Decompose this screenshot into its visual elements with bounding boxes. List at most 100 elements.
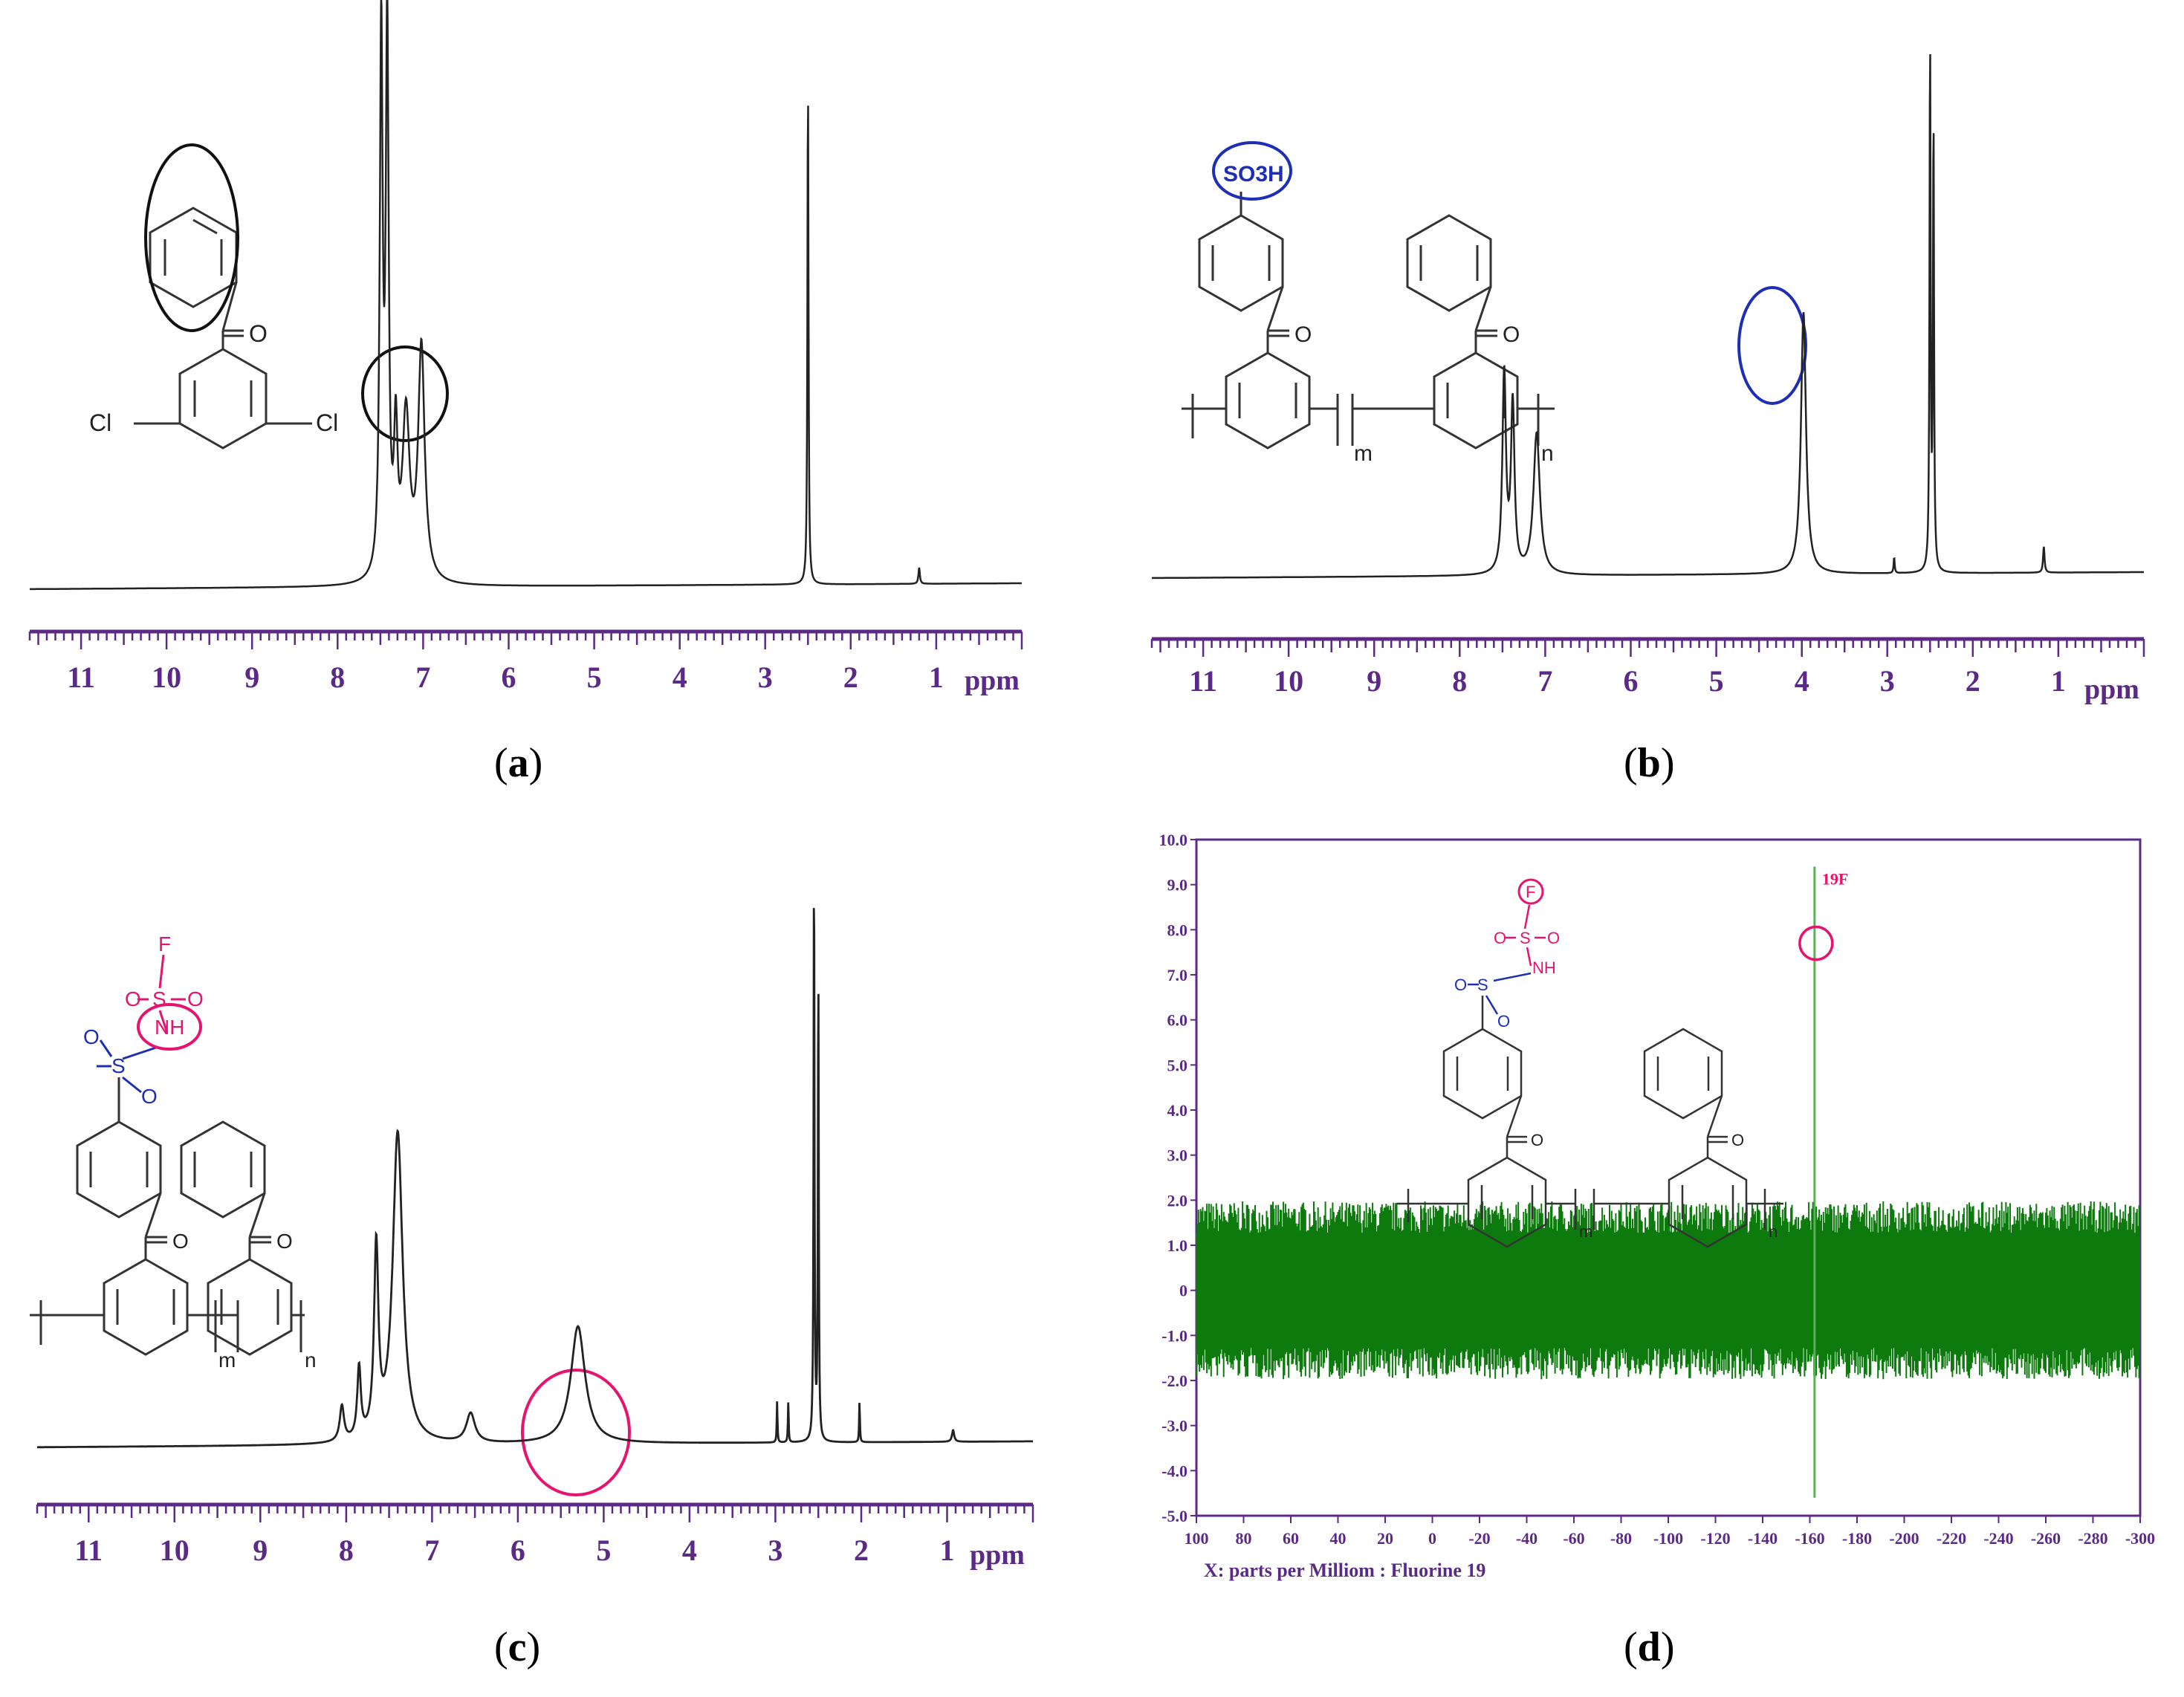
tick-label: 10.0 [1159,831,1188,849]
panel-b: SO3H O O m n 11 10 9 8 7 6 5 4 3 2 1 ppm (b) [1100,0,2184,786]
tick-label: 6 [511,1534,525,1567]
atom-label: O [1494,929,1506,947]
tick-label: -2.0 [1161,1372,1187,1390]
tick-label: 1 [940,1534,955,1567]
atom-label: F [158,932,171,955]
tick-label: 5 [596,1534,611,1567]
molecule-structure-d [1397,878,1783,1248]
atom-label: n [1541,441,1554,466]
atom-label: m [218,1349,236,1372]
atom-label: O [141,1085,158,1108]
x-axis: 100 80 60 40 20 0 -20 -40 -60 -80 -100 -120 -140 -160… [1185,1516,2155,1548]
atom-label: O [1731,1131,1744,1149]
atom-label: S [1477,976,1488,994]
tick-label: -180 [1842,1529,1872,1548]
nmr-spectrum-b: SO3H O O m n 11 10 9 8 7 6 5 4 3 2 1 ppm [1150,53,2145,705]
tick-label: 11 [1189,664,1217,698]
tick-label: -260 [2031,1529,2061,1548]
tick-label: 8 [1452,664,1467,698]
noise-spikes [1196,1201,2140,1380]
atom-label: S [152,987,166,1010]
tick-label: -5.0 [1161,1507,1187,1525]
panel-label: (a) [494,740,543,786]
atom-label: Cl [89,409,111,436]
tick-label: -1.0 [1161,1326,1187,1345]
molecule-structure-b [1182,141,1807,450]
tick-label: 5.0 [1167,1056,1188,1074]
tick-label: 10 [1274,664,1303,698]
tick-label: -20 [1468,1529,1490,1548]
atom-label: O [1454,976,1467,994]
tick-label: 2 [854,1534,869,1567]
tick-label: 10 [152,661,181,694]
spectrum-trace [37,908,1033,1449]
tick-label: 10 [160,1534,189,1567]
axis-label: ppm [965,665,1020,696]
molecule-structure-a [134,143,449,450]
tick-label: 80 [1236,1529,1252,1548]
axis-label: ppm [970,1539,1025,1571]
nmr-spectrum-a: O Cl Cl 11 10 9 8 7 6 5 4 3 2 1 ppm [28,0,1023,696]
atom-label: O [249,320,268,347]
atom-label: O [83,1025,100,1048]
tick-label: 5 [1709,664,1724,698]
tick-label: -160 [1795,1529,1824,1548]
tick-label: 9 [1367,664,1381,698]
tick-label: 3 [758,661,773,694]
tick-label: -40 [1516,1529,1537,1548]
tick-label: -100 [1653,1529,1683,1548]
tick-label: 4 [673,661,687,694]
axis-label: ppm [2084,674,2139,705]
nmr-spectrum-c: F O S O NH O S O O O m n 11 10 9 8 7 6 5 4 3 2 1 p… [30,908,1034,1571]
tick-label: -220 [1937,1529,1966,1548]
atom-label: O [172,1230,189,1253]
tick-label: -140 [1748,1529,1778,1548]
tick-label: 8 [339,1534,354,1567]
atom-label: m [1579,1222,1592,1241]
panel-label: (c) [494,1624,541,1670]
atom-label: S [111,1054,126,1077]
tick-label: -120 [1700,1529,1730,1548]
spectrum-trace [30,0,1022,591]
tick-label: 11 [67,661,95,694]
plot-frame [1195,838,2142,1517]
atom-label: O [125,987,141,1010]
f19-nmr-spectrum: 10.0 9.0 8.0 7.0 6.0 5.0 4.0 3.0 2.0 1.0 0 -1.0 -2.0… [1159,831,2156,1581]
ppm-axis: 11 10 9 8 7 6 5 4 3 2 1 [1150,637,2145,698]
tick-label: 2 [843,661,858,694]
atom-label: O [1497,1012,1510,1031]
sulfonic-acid-label: SO3H [1223,162,1284,186]
atom-label: O [1294,322,1312,347]
y-axis: 10.0 9.0 8.0 7.0 6.0 5.0 4.0 3.0 2.0 1.0 0 -1.0 -2.0… [1159,831,1196,1525]
tick-label: 6.0 [1167,1011,1188,1030]
tick-label: 11 [74,1534,103,1567]
atom-label: O [187,987,204,1010]
tick-label: -80 [1610,1529,1632,1548]
panel-label: (d) [1624,1624,1675,1670]
peak-annotation: 19F [1822,870,1848,889]
tick-label: -240 [1983,1529,2013,1548]
tick-label: 3.0 [1167,1146,1188,1165]
tick-label: 1 [929,661,944,694]
tick-label: -4.0 [1161,1461,1187,1480]
atom-label: m [1354,441,1373,466]
tick-label: 0 [1428,1529,1436,1548]
tick-label: 100 [1185,1529,1209,1548]
tick-label: 2.0 [1167,1191,1188,1210]
atom-label: S [1520,929,1531,947]
atom-label: O [1503,322,1520,347]
tick-label: 3 [1880,664,1895,698]
tick-label: 9 [253,1534,268,1567]
tick-label: 2 [1966,664,1980,698]
tick-label: 7 [424,1534,439,1567]
tick-label: 1.0 [1167,1236,1188,1255]
tick-label: 3 [768,1534,782,1567]
atom-label: Cl [316,409,338,436]
tick-label: 7.0 [1167,966,1188,984]
ppm-axis: 11 10 9 8 7 6 5 4 3 2 1 [28,629,1023,694]
panel-c: F O S O NH O S O O O m n 11 10 9 8 7 6 5 4 3 2 1 p… [0,817,1092,1697]
tick-label: 0 [1179,1282,1187,1300]
tick-label: 7 [1537,664,1552,698]
axis-label: X: parts per Milliom : Fluorine 19 [1204,1560,1485,1581]
tick-label: -200 [1889,1529,1919,1548]
